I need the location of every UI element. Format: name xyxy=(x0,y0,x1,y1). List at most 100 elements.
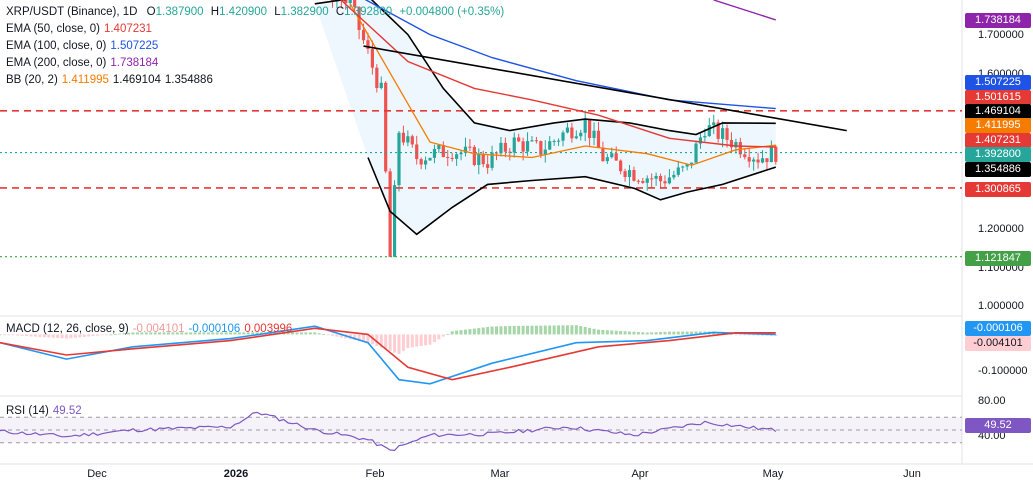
low-label: L xyxy=(274,6,281,18)
macd-histogram-bar xyxy=(698,331,702,335)
macd-histogram-bar xyxy=(202,332,206,335)
rsi-badge: 49.52 xyxy=(965,418,1031,433)
candle-body xyxy=(441,145,445,158)
macd-histogram-bar xyxy=(69,334,73,339)
bb-label: BB (20, 2) xyxy=(6,74,58,86)
macd-histogram-bar xyxy=(543,325,547,335)
candle-body xyxy=(437,145,441,150)
candle-body xyxy=(565,127,570,133)
macd-signal-line xyxy=(0,327,776,381)
ema200-label: EMA (200, close, 0) xyxy=(6,57,107,69)
macd-histogram-bar xyxy=(406,334,410,348)
candle-body xyxy=(765,158,769,163)
candle-body xyxy=(534,140,539,142)
macd-histogram-bar xyxy=(326,334,330,336)
candle-body xyxy=(738,142,742,155)
macd-histogram-bar xyxy=(7,334,11,336)
macd-histogram-bar xyxy=(663,331,667,335)
price-badge-resistance: 1.501615 xyxy=(965,90,1031,105)
macd-histogram-bar xyxy=(583,326,587,335)
macd-histogram-bar xyxy=(113,334,117,335)
candle-body xyxy=(521,141,525,152)
candle-body xyxy=(619,160,623,172)
macd-histogram-bar xyxy=(29,334,33,337)
ema100-value: 1.507225 xyxy=(110,40,159,52)
macd-histogram-bar xyxy=(0,334,2,336)
macd-histogram-bar xyxy=(140,332,144,335)
macd-histogram-bar xyxy=(162,332,166,335)
macd-histogram-bar xyxy=(299,332,303,335)
macd-histogram-bar xyxy=(747,334,751,336)
price-tick: 1.000000 xyxy=(978,300,1024,312)
price-badge-bb-basis: 1.411995 xyxy=(965,118,1031,133)
macd-histogram-bar xyxy=(388,334,392,351)
rsi-tick: 80.00 xyxy=(978,395,1006,407)
macd-histogram-bar xyxy=(211,332,215,335)
macd-histogram-bar xyxy=(645,332,649,335)
candle-body xyxy=(698,137,703,144)
candle-body xyxy=(570,127,574,139)
macd-histogram-bar xyxy=(118,333,122,335)
macd-histogram-bar xyxy=(667,331,671,335)
macd-histogram-bar xyxy=(100,334,104,336)
candle-body xyxy=(725,128,729,140)
price-badge-bb-upper: 1.469104 xyxy=(965,104,1031,119)
candle-body xyxy=(747,157,751,162)
macd-histogram-bar xyxy=(357,334,361,341)
candle-body xyxy=(410,136,414,145)
ema100-line xyxy=(364,0,776,110)
candle-body xyxy=(721,128,725,139)
macd-histogram-bar xyxy=(636,332,640,335)
macd-histogram-bar xyxy=(512,325,516,335)
macd-histogram-bar xyxy=(322,334,326,335)
macd-histogram-bar xyxy=(109,334,113,336)
candle-body xyxy=(556,140,561,142)
macd-histogram-bar xyxy=(659,332,663,335)
x-tick-apr: Apr xyxy=(631,468,649,480)
candle-body xyxy=(645,178,649,183)
bb-upper-value: 1.469104 xyxy=(112,74,161,86)
macd-histogram-bar xyxy=(410,334,414,348)
ema50-line xyxy=(339,0,776,148)
x-tick-feb: Feb xyxy=(365,468,385,480)
rsi-line xyxy=(0,411,777,452)
candle-body xyxy=(463,146,468,153)
candle-body xyxy=(583,119,587,133)
macd-histogram-bar xyxy=(415,334,419,347)
macd-histogram-bar xyxy=(353,334,357,341)
candle-body xyxy=(752,159,756,162)
macd-histogram-bar xyxy=(2,334,6,336)
macd-histogram-bar xyxy=(729,334,733,335)
macd-histogram-bar xyxy=(459,330,463,335)
macd-histogram-bar xyxy=(517,325,521,335)
macd-histogram-bar xyxy=(370,334,374,345)
candle-body xyxy=(552,140,556,142)
candle-body xyxy=(596,130,601,148)
bb-upper-line xyxy=(314,0,776,136)
macd-histogram-bar xyxy=(366,334,370,343)
candle-body xyxy=(459,152,463,155)
candle-body xyxy=(729,139,734,148)
macd-histogram-bar xyxy=(450,331,454,335)
candle-body xyxy=(455,154,459,159)
macd-histogram-bar xyxy=(681,331,685,335)
candle-body xyxy=(379,82,383,89)
macd-histogram-bar xyxy=(317,333,321,335)
macd-histogram-bar xyxy=(33,334,37,337)
macd-histogram-bar xyxy=(153,332,157,335)
price-badge-ema100: 1.507225 xyxy=(965,75,1031,90)
macd-histogram-bar xyxy=(761,334,765,336)
macd-histogram-bar xyxy=(313,332,317,335)
macd-histogram-bar xyxy=(499,326,503,335)
macd-histogram-bar xyxy=(526,325,530,335)
macd-histogram-bar xyxy=(592,328,596,335)
macd-histogram-bar xyxy=(42,334,46,338)
candle-body xyxy=(353,0,357,7)
macd-histogram-bar xyxy=(579,326,583,335)
candle-body xyxy=(712,122,716,126)
macd-histogram-bar xyxy=(166,332,170,335)
candle-body xyxy=(446,157,450,159)
candle-body xyxy=(344,0,348,4)
macd-histogram-bar xyxy=(481,327,485,335)
